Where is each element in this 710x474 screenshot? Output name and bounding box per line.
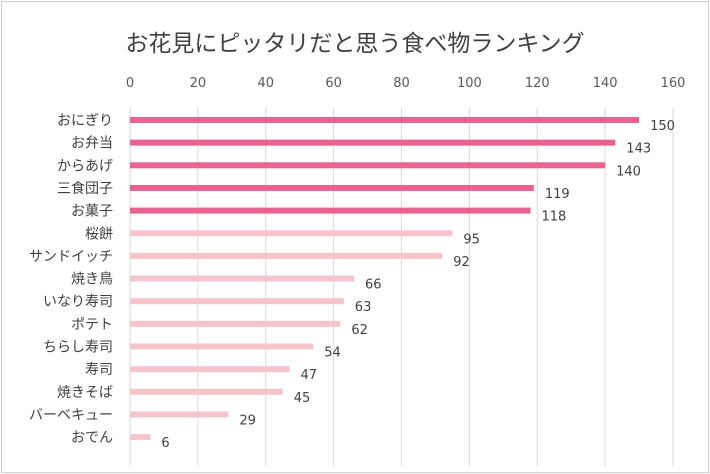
x-tick-label: 120	[525, 76, 550, 91]
data-label: 92	[453, 255, 470, 270]
category-label: バーベキュー	[29, 407, 113, 423]
data-label: 66	[365, 278, 382, 293]
category-label: おにぎり	[57, 113, 113, 129]
bar	[130, 117, 640, 123]
bar	[130, 162, 606, 169]
data-label: 62	[351, 323, 368, 338]
data-label: 95	[463, 232, 480, 247]
chart-title: お花見にピッタリだと思う食べ物ランキング	[125, 31, 585, 57]
data-label: 29	[239, 413, 256, 428]
x-tick-label: 40	[257, 76, 274, 91]
category-label: 焼き鳥	[71, 272, 113, 288]
x-tick-label: 20	[190, 76, 207, 91]
bar	[130, 434, 151, 441]
bar	[130, 252, 443, 259]
bar	[130, 298, 344, 305]
data-label: 119	[545, 187, 570, 202]
category-label: 桜餅	[85, 225, 113, 242]
bar	[130, 343, 314, 350]
category-label: おでん	[71, 430, 113, 446]
data-label: 118	[541, 210, 566, 225]
category-label: 寿司	[85, 361, 113, 378]
data-label: 54	[324, 346, 341, 361]
bar	[130, 411, 229, 418]
data-label: 63	[355, 300, 372, 315]
x-tick-label: 80	[393, 76, 410, 91]
bar	[130, 388, 283, 395]
bar	[130, 230, 453, 237]
data-label: 45	[294, 391, 311, 406]
category-label: いなり寿司	[43, 293, 113, 310]
x-tick-label: 0	[126, 76, 134, 91]
data-label: 143	[626, 142, 651, 157]
bar	[130, 139, 616, 146]
category-label: 焼きそば	[57, 385, 113, 401]
category-label: ポテト	[71, 317, 113, 333]
bar	[130, 207, 531, 214]
bar	[130, 320, 341, 327]
category-label: ちらし寿司	[43, 339, 113, 356]
x-tick-label: 140	[593, 76, 618, 91]
data-label: 47	[301, 368, 318, 383]
data-label: 150	[650, 119, 675, 134]
x-tick-label: 160	[661, 76, 686, 91]
category-label: お弁当	[71, 136, 113, 152]
bar	[130, 184, 534, 191]
category-label: 三食団子	[57, 180, 113, 197]
data-label: 140	[616, 164, 641, 179]
data-label: 6	[161, 436, 169, 451]
category-label: お菓子	[71, 204, 113, 220]
bar	[130, 366, 290, 373]
x-tick-label: 60	[325, 76, 342, 91]
category-label: からあげ	[57, 158, 113, 174]
category-label: サンドイッチ	[29, 249, 113, 265]
x-tick-label: 100	[457, 76, 482, 91]
bar	[130, 275, 354, 282]
